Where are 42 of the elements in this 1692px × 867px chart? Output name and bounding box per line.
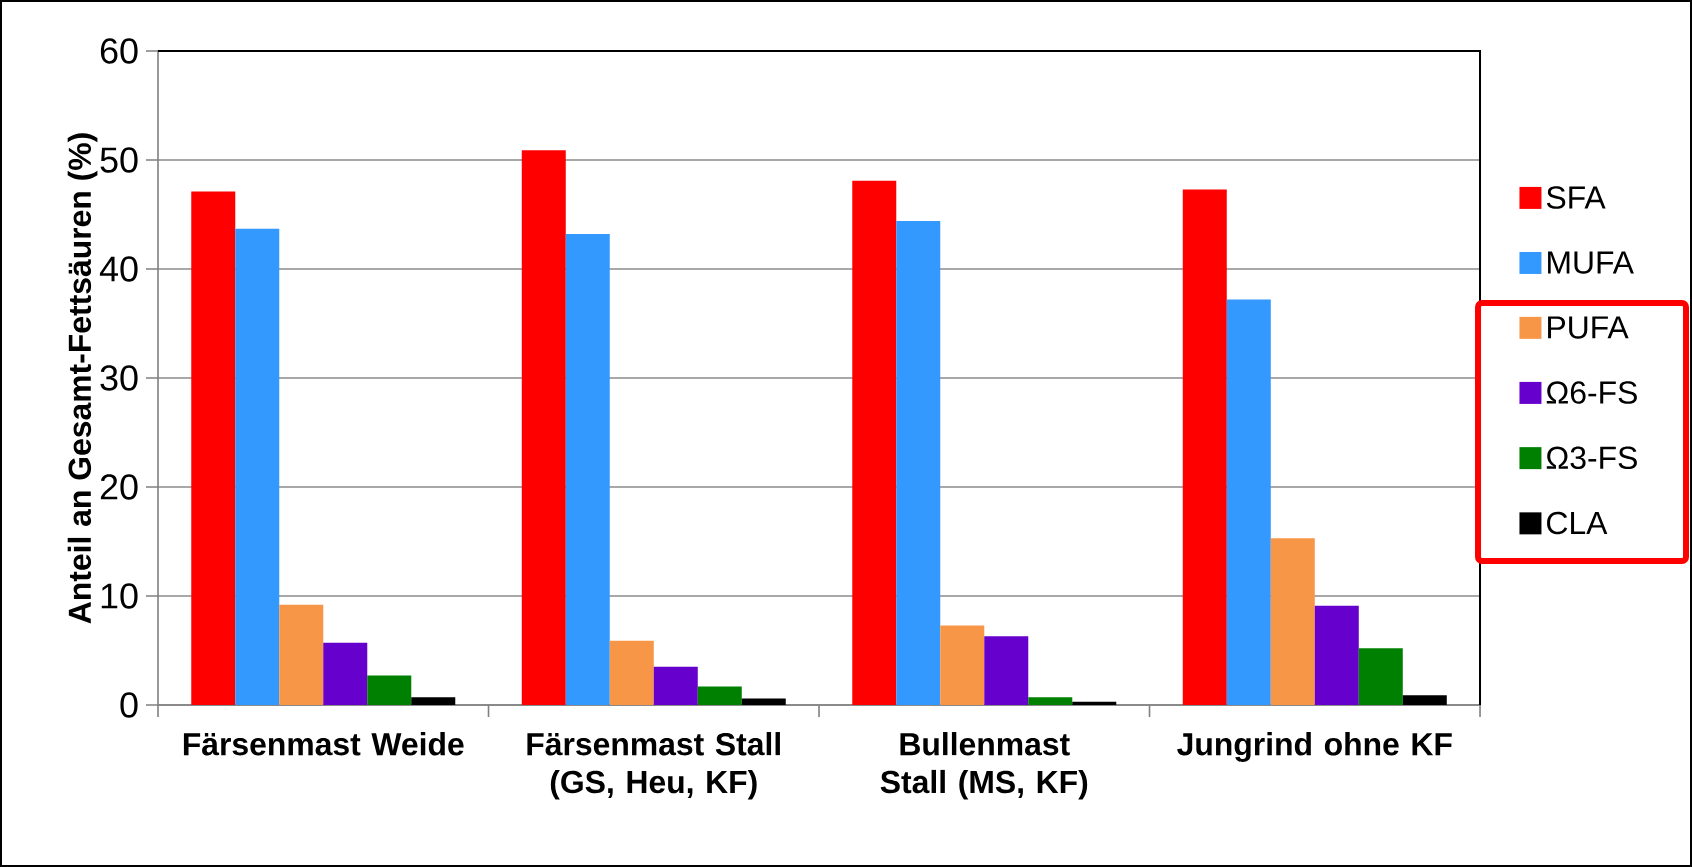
bar (896, 221, 941, 705)
y-tick-label: 40 (99, 256, 138, 282)
bar (1226, 299, 1271, 705)
y-tick-label: 20 (100, 474, 138, 500)
bar (1358, 648, 1403, 705)
bar (323, 642, 368, 705)
bar (411, 697, 456, 705)
y-tick-label: 10 (101, 583, 138, 609)
bar (1182, 189, 1227, 705)
legend-label: SFA (1546, 186, 1606, 209)
y-tick-label: 50 (100, 147, 138, 173)
legend-label: PUFA (1548, 316, 1629, 339)
bar (1402, 695, 1447, 705)
x-tick-label: Bullenmast Stall (MS, KF) (880, 732, 1088, 800)
legend-label: MUFA (1548, 251, 1634, 274)
legend-label: Ω6-FS (1546, 381, 1637, 404)
bar (279, 604, 324, 705)
x-tick-label: Färsenmast Weide (183, 732, 464, 756)
y-tick-label: 30 (100, 365, 138, 391)
bar (984, 636, 1029, 705)
bar (1314, 605, 1359, 705)
bar (1270, 538, 1315, 705)
bar (697, 686, 742, 705)
bar (521, 150, 566, 705)
y-tick-label: 60 (100, 38, 138, 64)
bar (565, 234, 610, 705)
bar (235, 228, 280, 705)
x-tick-label: Jungrind ohne KF (1177, 732, 1452, 762)
y-tick-label: 0 (120, 692, 138, 718)
x-tick-label: Färsenmast Stall (GS, Heu, KF) (527, 732, 780, 800)
bar (741, 698, 786, 705)
bar (609, 640, 654, 705)
bar (852, 180, 897, 705)
bar (367, 675, 412, 705)
bar (940, 625, 985, 705)
bar (191, 191, 236, 705)
bar (653, 666, 698, 705)
bar (1072, 701, 1117, 705)
y-axis-title: Anteil an Gesamt-Fettsäuren (%) (67, 133, 98, 624)
legend-label: CLA (1547, 511, 1608, 535)
bar (1028, 697, 1073, 705)
legend-label: Ω3-FS (1546, 446, 1637, 470)
